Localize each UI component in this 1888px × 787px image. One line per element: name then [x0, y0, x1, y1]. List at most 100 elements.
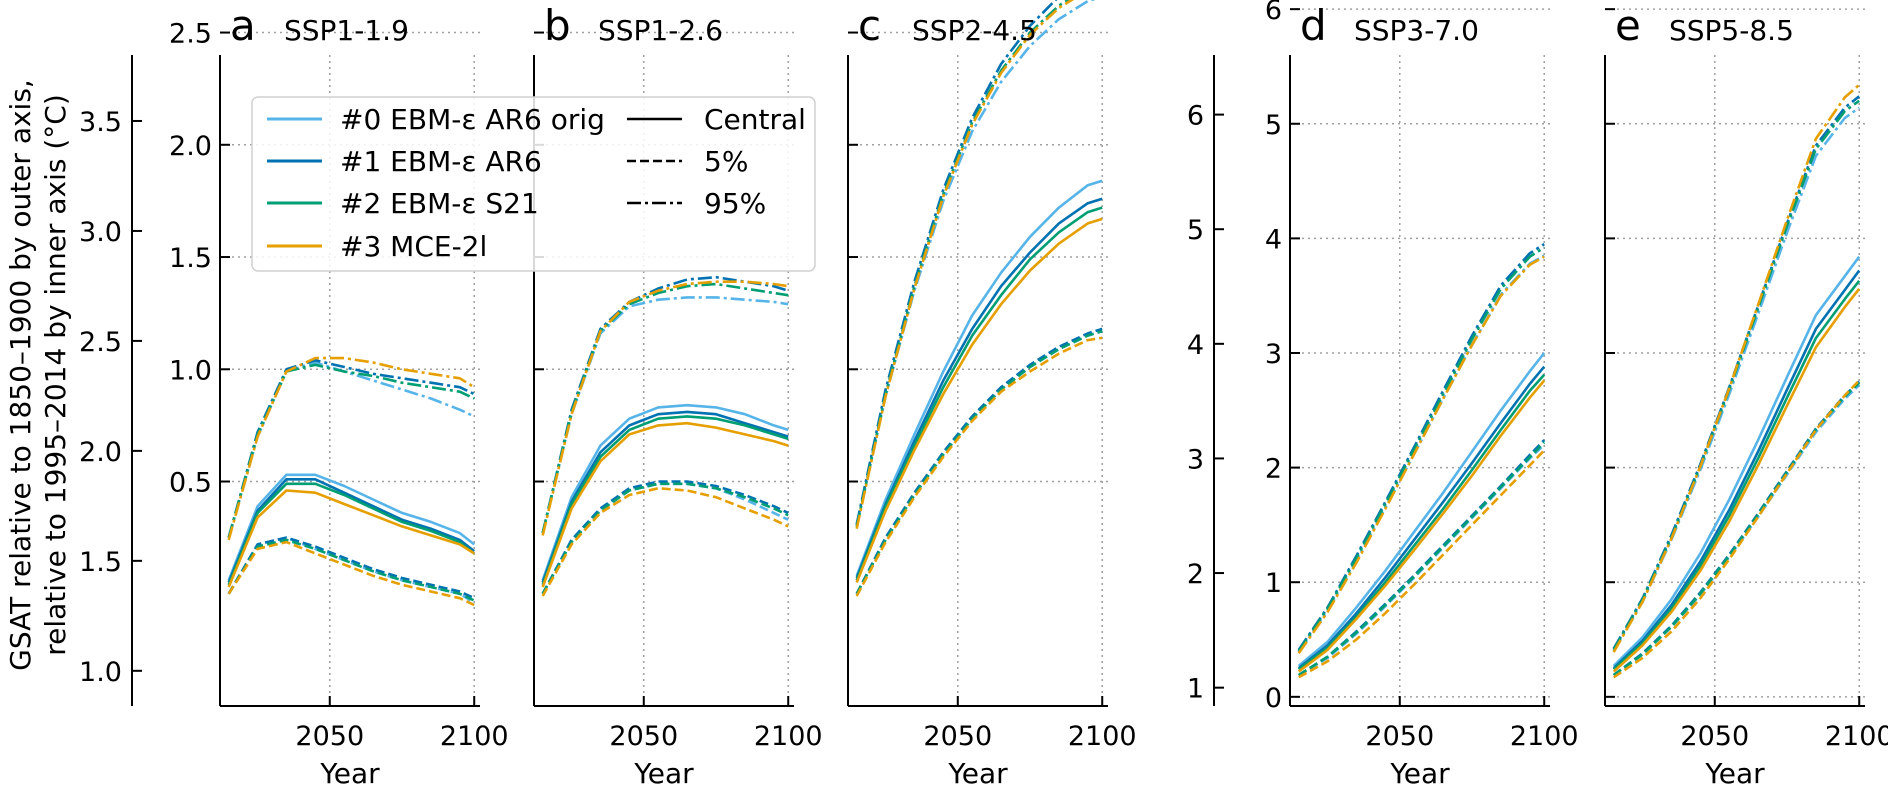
y-tick-label: 2	[1265, 454, 1282, 485]
x-tick-label: 2100	[440, 721, 509, 752]
panel-letter: d	[1300, 1, 1327, 50]
panel-title: SSP5-8.5	[1669, 14, 1794, 47]
series-line-m2-central	[227, 482, 476, 586]
outer-y-tick-label: 5	[1187, 215, 1204, 246]
x-tick-label: 2050	[609, 721, 678, 752]
series-line-m3-central	[541, 421, 789, 588]
series-line-m1-central	[1297, 365, 1546, 670]
series-line-m2-central	[855, 206, 1103, 581]
outer-y-tick-label: 2	[1187, 559, 1204, 590]
series-line-m3-p5	[541, 487, 789, 597]
x-tick-label: 2050	[923, 721, 992, 752]
chart-panels: 2050 2100 0.5 1.0 1.5 2.0 2.5 Year a SSP1-1.9 1.0 1…	[79, 0, 1888, 787]
series-line-m2-central	[541, 415, 789, 586]
outer-y-tick-label: 1.5	[79, 547, 122, 578]
series-line-m3-p95	[227, 356, 475, 541]
x-tick-label: 2100	[1825, 721, 1888, 752]
y-tick-label: 1	[1265, 568, 1282, 599]
y-axis-label-line2: relative to 1995–2014 by inner axis (°C)	[39, 94, 72, 656]
panel-title: SSP3-7.0	[1354, 14, 1479, 47]
panel-d: 2050 2100 0 1 2 3 4 5 6 Year d SSP3-7.0 1 2 3 4 5 6	[1187, 0, 1579, 787]
series-line-m1-p5	[227, 536, 475, 600]
y-axis-label-line1: GSAT relative to 1850–1900 by outer axis…	[4, 79, 37, 671]
panel-c: 2050 2100 Year c SSP2-4.5	[847, 0, 1137, 787]
series-line-m1-p5	[855, 327, 1103, 595]
series-line-m2-p5	[1298, 441, 1546, 677]
panel-e: 2050 2100 Year e SSP5-8.5	[1604, 1, 1888, 787]
series-line-m3-p95	[1297, 255, 1545, 655]
panel-title: SSP1-2.6	[598, 14, 723, 47]
panel-title: SSP1-1.9	[284, 14, 409, 47]
series-line-m2-p5	[227, 538, 475, 602]
series-line-m0-p95	[1612, 106, 1860, 652]
legend-label-95pct: 95%	[704, 187, 766, 220]
x-tick-label: 2050	[295, 721, 364, 752]
x-tick-label: 2050	[1365, 721, 1434, 752]
series-line-m0-central	[1612, 255, 1861, 667]
series-line-m2-central	[1612, 279, 1861, 671]
series-line-m0-central	[855, 179, 1103, 577]
legend-label-member0: #0 EBM-ε AR6 orig	[340, 103, 605, 136]
panel-a: 2050 2100 0.5 1.0 1.5 2.0 2.5 Year a SSP1-1.9 1.0 1…	[79, 1, 509, 787]
x-tick-label: 2100	[1068, 721, 1137, 752]
y-tick-label: 4	[1265, 224, 1282, 255]
legend-label-5pct: 5%	[704, 145, 748, 178]
panel-letter: c	[858, 1, 881, 50]
outer-y-tick-label: 2.0	[79, 437, 122, 468]
x-axis-label: Year	[947, 757, 1008, 787]
series-line-m0-p5	[855, 329, 1103, 595]
series-line-m3-central	[1612, 287, 1861, 673]
series-line-m3-central	[855, 217, 1103, 583]
series-line-m3-p5	[1298, 449, 1546, 679]
series-line-m3-central	[1297, 379, 1546, 673]
y-tick-label: 5	[1265, 110, 1282, 141]
panel-b: 2050 2100 Year b SSP1-2.6	[533, 1, 823, 787]
x-axis-label: Year	[633, 757, 694, 787]
series-line-m1-p5	[541, 480, 789, 595]
series-line-m1-p95	[1297, 243, 1545, 651]
series-line-m3-p5	[855, 336, 1103, 597]
y-tick-label: 6	[1265, 0, 1282, 26]
y-tick-label: 2.0	[169, 131, 212, 162]
series-line-m0-p95	[541, 296, 789, 534]
series-line-m3-p5	[1612, 379, 1861, 679]
series-line-m0-p95	[227, 361, 475, 538]
series-line-m2-p95	[855, 0, 1071, 527]
x-tick-label: 2100	[754, 721, 823, 752]
panel-letter: e	[1615, 1, 1641, 50]
x-axis-label: Year	[1389, 757, 1450, 787]
chart-legend: #0 EBM-ε AR6 orig #1 EBM-ε AR6 #2 EBM-ε …	[251, 96, 816, 272]
series-line-m1-central	[541, 410, 789, 583]
series-line-m1-central	[1612, 269, 1861, 670]
series-line-m1-central	[227, 478, 475, 583]
outer-y-tick-label: 4	[1187, 330, 1204, 361]
panel-letter: a	[230, 1, 256, 50]
series-line-m2-p5	[541, 482, 789, 595]
y-tick-label: 0	[1265, 683, 1282, 714]
legend-frame	[251, 96, 816, 272]
series-line-m1-central	[855, 197, 1103, 579]
series-line-m3-p95	[855, 0, 1075, 529]
outer-y-tick-label: 2.5	[79, 327, 122, 358]
outer-y-tick-label: 3.0	[79, 217, 122, 248]
y-tick-label: 0.5	[169, 468, 212, 499]
outer-y-tick-label: 3	[1187, 444, 1204, 475]
outer-y-tick-label: 1	[1187, 674, 1204, 705]
legend-label-central: Central	[704, 103, 806, 136]
y-tick-label: 1.5	[169, 243, 212, 274]
series-line-m3-p95	[1612, 83, 1861, 653]
series-line-m3-p5	[227, 540, 475, 607]
x-tick-label: 2100	[1510, 721, 1579, 752]
y-tick-label: 2.5	[169, 19, 212, 50]
outer-y-tick-label: 3.5	[79, 107, 122, 138]
series-line-m2-p95	[227, 363, 475, 538]
series-line-m2-central	[1297, 373, 1546, 671]
x-axis-label: Year	[319, 757, 380, 787]
series-line-m2-p95	[1297, 246, 1545, 652]
series-line-m0-central	[227, 473, 476, 581]
y-tick-label: 1.0	[169, 355, 212, 386]
outer-y-tick-label: 6	[1187, 101, 1204, 132]
legend-label-member3: #3 MCE-2l	[340, 230, 487, 263]
series-line-m0-central	[541, 403, 789, 581]
